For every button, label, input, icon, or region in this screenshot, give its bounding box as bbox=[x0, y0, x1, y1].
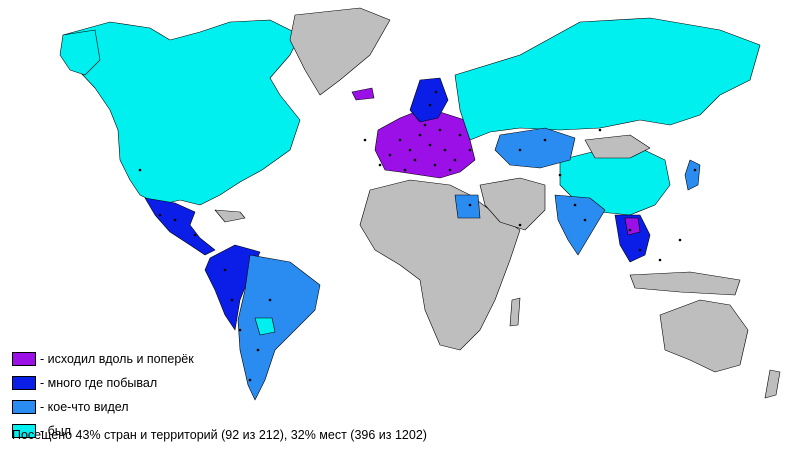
visited-place-dot bbox=[403, 168, 407, 172]
region-russia bbox=[454, 17, 761, 141]
region-africa bbox=[359, 179, 521, 351]
legend-swatch bbox=[12, 400, 36, 414]
visited-place-dot bbox=[658, 258, 662, 262]
visited-place-dot bbox=[468, 203, 472, 207]
legend-swatch bbox=[12, 376, 36, 390]
region-australia bbox=[659, 299, 749, 373]
visited-place-dot bbox=[173, 218, 177, 222]
legend-item: - много где побывал bbox=[12, 371, 194, 395]
visited-place-dot bbox=[158, 213, 162, 217]
visited-place-dot bbox=[453, 158, 457, 162]
map-legend: - исходил вдоль и поперёк - много где по… bbox=[12, 347, 194, 443]
visited-place-dot bbox=[438, 128, 442, 132]
visited-place-dot bbox=[223, 268, 227, 272]
legend-item: - исходил вдоль и поперёк bbox=[12, 347, 194, 371]
visited-place-dot bbox=[468, 148, 472, 152]
legend-label: - кое-что видел bbox=[40, 400, 129, 414]
visited-place-dots bbox=[138, 90, 697, 382]
region-madagascar bbox=[509, 297, 521, 327]
region-japan bbox=[684, 159, 701, 191]
visited-place-dot bbox=[428, 143, 432, 147]
visited-place-dot bbox=[413, 158, 417, 162]
visited-place-dot bbox=[193, 233, 197, 237]
visited-place-dot bbox=[256, 348, 260, 352]
legend-item: - кое-что видел bbox=[12, 395, 194, 419]
region-mexico bbox=[144, 197, 216, 256]
visited-place-dot bbox=[458, 133, 462, 137]
region-indonesia bbox=[629, 271, 741, 296]
region-india bbox=[554, 194, 606, 256]
visited-place-dot bbox=[408, 148, 412, 152]
visited-place-dot bbox=[583, 218, 587, 222]
region-north-america bbox=[62, 19, 301, 206]
visited-place-dot bbox=[693, 168, 697, 172]
region-middle-east bbox=[479, 177, 546, 231]
visited-place-dot bbox=[573, 203, 577, 207]
legend-swatch bbox=[12, 352, 36, 366]
region-south-america-north bbox=[204, 244, 261, 331]
visit-statistics-caption: Посещено 43% стран и территорий (92 из 2… bbox=[12, 428, 427, 442]
region-scandinavia bbox=[409, 77, 449, 123]
visited-place-dot bbox=[638, 248, 642, 252]
region-greenland bbox=[289, 7, 391, 96]
visited-place-dot bbox=[598, 128, 602, 132]
visited-place-dot bbox=[378, 163, 382, 167]
visited-place-dot bbox=[388, 153, 392, 157]
legend-swatch bbox=[12, 424, 36, 438]
visited-place-dot bbox=[443, 148, 447, 152]
region-new-zealand bbox=[764, 369, 781, 399]
legend-item: - был bbox=[12, 419, 194, 443]
legend-label: - был bbox=[40, 424, 72, 438]
region-south-america-east bbox=[237, 254, 321, 401]
region-mongolia bbox=[584, 134, 651, 159]
visited-place-dot bbox=[428, 103, 432, 107]
visited-place-dot bbox=[518, 148, 522, 152]
region-alaska bbox=[59, 29, 101, 76]
visited-place-dot bbox=[543, 138, 547, 142]
visited-place-dot bbox=[248, 378, 252, 382]
visited-place-dot bbox=[434, 90, 438, 94]
visited-place-dot bbox=[268, 298, 272, 302]
visited-place-dot bbox=[558, 173, 562, 177]
visited-place-dot bbox=[628, 228, 632, 232]
region-thailand bbox=[624, 217, 641, 236]
region-egypt bbox=[454, 194, 481, 219]
visited-place-dot bbox=[230, 298, 234, 302]
region-central-asia bbox=[494, 127, 576, 169]
region-iceland bbox=[351, 87, 375, 101]
visited-place-dot bbox=[138, 168, 142, 172]
visited-place-dot bbox=[238, 328, 242, 332]
region-caribbean bbox=[214, 209, 246, 223]
visited-place-dot bbox=[433, 163, 437, 167]
visited-place-dot bbox=[363, 138, 367, 142]
visited-place-dot bbox=[398, 138, 402, 142]
visited-place-dot bbox=[448, 168, 452, 172]
region-paraguay bbox=[254, 317, 276, 336]
visited-place-dot bbox=[518, 223, 522, 227]
legend-label: - исходил вдоль и поперёк bbox=[40, 352, 194, 366]
visited-place-dot bbox=[423, 123, 427, 127]
legend-label: - много где побывал bbox=[40, 376, 158, 390]
visited-place-dot bbox=[418, 133, 422, 137]
visited-place-dot bbox=[678, 238, 682, 242]
